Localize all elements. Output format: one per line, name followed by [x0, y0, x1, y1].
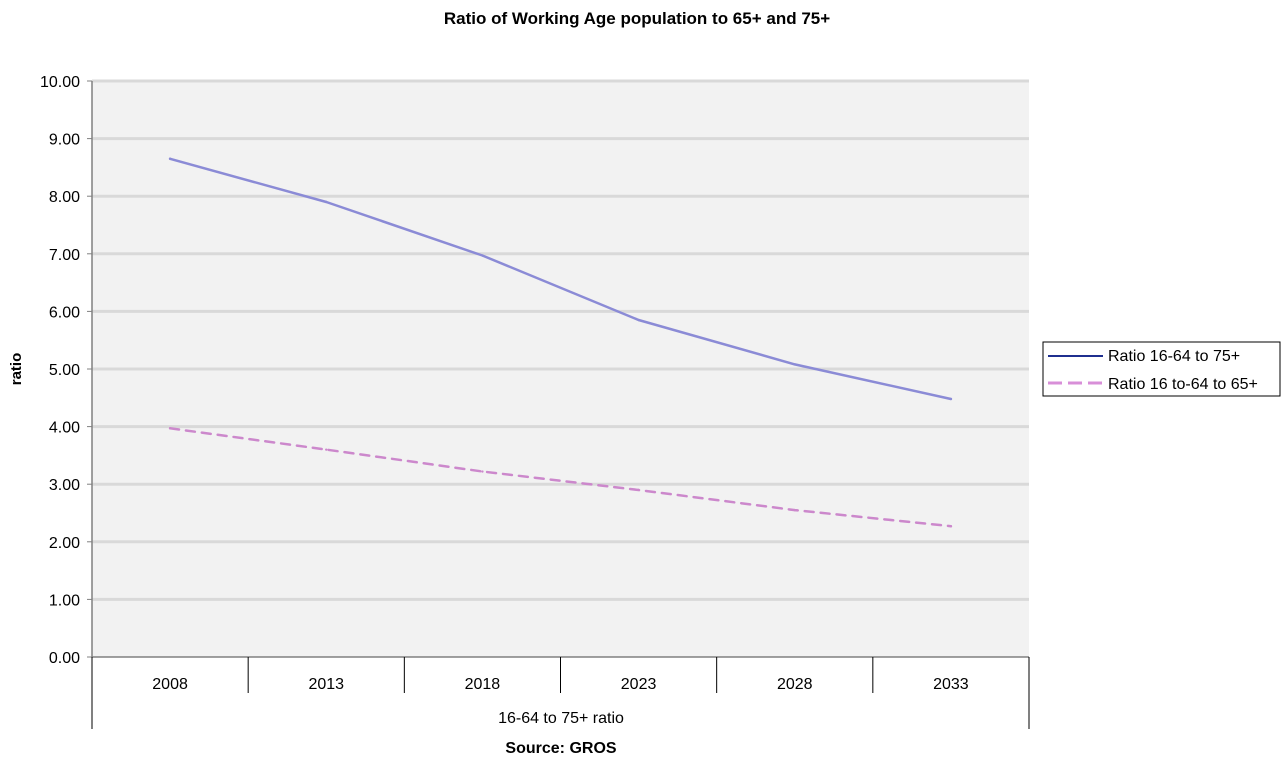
y-tick-label: 3.00: [49, 477, 80, 494]
data-point: [793, 363, 796, 366]
y-tick-label: 2.00: [49, 535, 80, 552]
x-tick-labels: 2008 2013 2018 2023 2028 2033: [152, 676, 969, 693]
data-point: [637, 488, 640, 492]
data-point: [168, 157, 172, 160]
y-tick-labels: 0.00 1.00 2.00 3.00 4.00 5.00 6.00 7.00 8.00 9.00…: [40, 74, 80, 667]
x-tick-label: 2033: [933, 676, 969, 693]
series-lines: [168, 157, 953, 528]
x-tick-label: 2013: [308, 676, 344, 693]
y-tick-label: 5.00: [49, 362, 80, 379]
y-tick-label: 7.00: [49, 247, 80, 264]
y-tick-label: 8.00: [49, 189, 80, 206]
y-tick-label: 1.00: [49, 592, 80, 609]
data-point: [168, 427, 172, 430]
x-tick-label: 2008: [152, 676, 188, 693]
data-point: [325, 200, 328, 204]
data-point: [949, 525, 953, 528]
series-0: [168, 157, 953, 401]
gridlines: [92, 79, 1029, 601]
legend: Ratio 16-64 to 75+ Ratio 16 to-64 to 65+: [1042, 341, 1281, 397]
source-note: Source: GROS: [505, 740, 616, 757]
x-axis-label: 16-64 to 75+ ratio: [498, 710, 624, 727]
y-tick-label: 9.00: [49, 132, 80, 149]
legend-box: [1042, 341, 1281, 397]
axes: [87, 80, 1030, 729]
legend-label-ratio-16-to-64-to-65: Ratio 16 to-64 to 65+: [1108, 376, 1258, 393]
y-tick-label: 0.00: [49, 650, 80, 667]
chart-title: Ratio of Working Age population to 65+ a…: [444, 9, 830, 28]
y-tick-label: 6.00: [49, 304, 80, 321]
x-tick-label: 2018: [465, 676, 501, 693]
data-point: [325, 448, 328, 451]
legend-label-ratio-16-64-to-75: Ratio 16-64 to 75+: [1108, 348, 1240, 365]
x-tick-label: 2023: [621, 676, 657, 693]
series-line: [168, 157, 953, 401]
data-point: [481, 470, 484, 473]
y-axis-label: ratio: [8, 353, 25, 386]
data-point: [481, 254, 484, 257]
data-point: [793, 508, 796, 512]
series-line: [168, 427, 953, 528]
x-tick-label: 2028: [777, 676, 813, 693]
data-point: [637, 318, 640, 322]
y-tick-label: 10.00: [40, 74, 80, 91]
data-point: [949, 397, 953, 401]
y-tick-label: 4.00: [49, 420, 80, 437]
series-1: [168, 427, 953, 528]
